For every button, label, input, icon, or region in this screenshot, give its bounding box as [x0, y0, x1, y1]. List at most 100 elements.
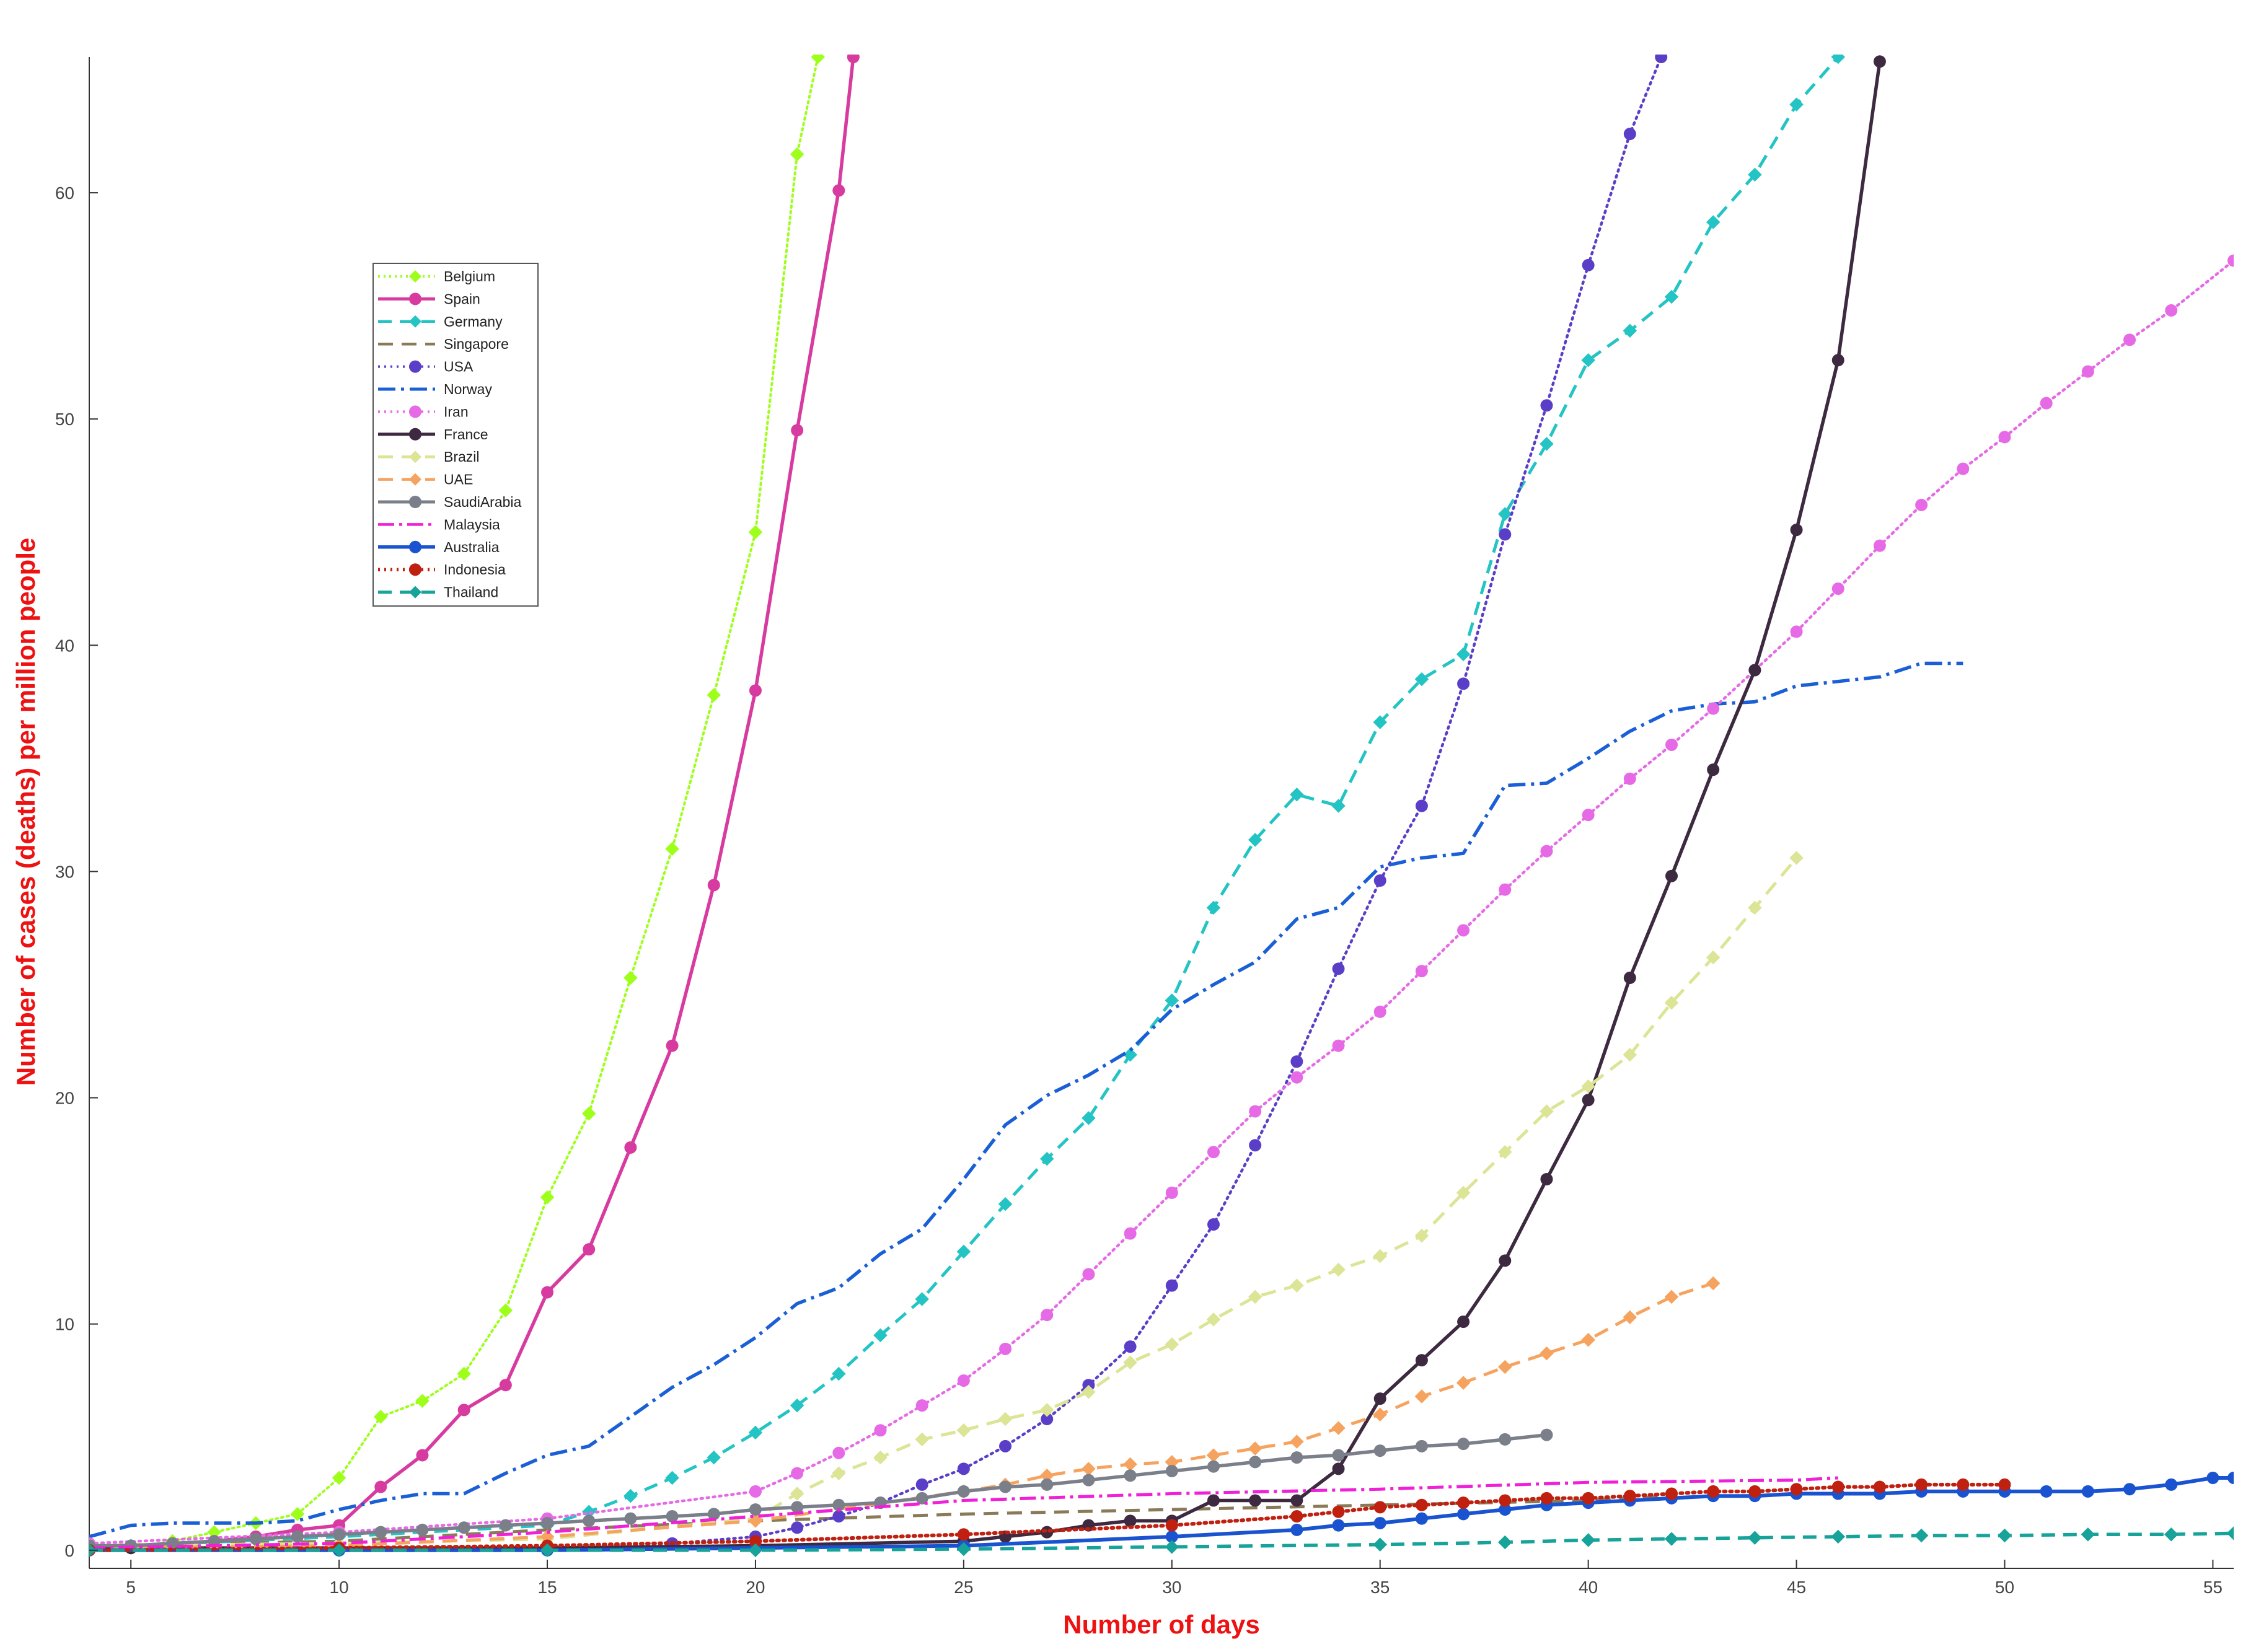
y-tick-label: 40 [55, 636, 74, 655]
data-point-france [1207, 1494, 1220, 1507]
series-france [89, 55, 1886, 1555]
data-point-brazil [1248, 1290, 1262, 1304]
series-singapore [89, 1494, 1672, 1547]
data-point-iran [1082, 1268, 1095, 1281]
legend: Belgium Spain Germany Singapore USA Norway Ira… [372, 263, 539, 607]
data-point-germany [1331, 799, 1346, 813]
legend-item-saudiarabia: SaudiArabia [378, 494, 522, 510]
data-point-belgium [707, 688, 721, 702]
data-point-saudiarabia [1249, 1456, 1262, 1469]
data-point-iran [791, 1467, 804, 1480]
data-point-germany [1664, 289, 1679, 304]
data-point-germany [873, 1328, 888, 1343]
data-point-iran [832, 1446, 845, 1459]
data-point-france [1540, 1172, 1553, 1185]
data-point-iran [1790, 625, 1803, 638]
x-tick-label: 50 [1995, 1578, 2014, 1597]
data-point-france [1457, 1316, 1470, 1329]
x-axis-title: Number of days [1063, 1610, 1259, 1639]
data-point-iran [874, 1424, 887, 1437]
data-point-uae [1540, 1346, 1554, 1361]
legend-item-thailand: Thailand [378, 584, 498, 600]
data-point-saudiarabia [999, 1480, 1012, 1493]
data-point-france [1707, 763, 1720, 776]
data-point-indonesia [1623, 1490, 1636, 1503]
x-tick-label: 10 [330, 1578, 349, 1597]
x-tick-label: 45 [1787, 1578, 1806, 1597]
data-point-iran [1415, 965, 1428, 978]
data-point-germany [1748, 167, 1762, 182]
x-ticks: 5 10 15 20 25 30 35 40 45 50 55 [126, 1560, 2223, 1597]
data-point-brazil [873, 1450, 888, 1465]
data-point-saudiarabia [499, 1519, 512, 1532]
data-point-germany [1581, 353, 1595, 367]
legend-item-brazil: Brazil [378, 449, 480, 465]
data-point-spain [541, 1286, 554, 1299]
series-line-uae [89, 1281, 1714, 1550]
data-point-usa [1457, 677, 1470, 690]
data-point-france [1748, 664, 1761, 677]
data-point-france [1582, 1094, 1595, 1107]
data-point-germany [1414, 672, 1429, 687]
data-point-saudiarabia [957, 1485, 970, 1498]
data-point-australia [1165, 1530, 1178, 1543]
data-point-brazil [1456, 1185, 1471, 1200]
data-point-indonesia [1540, 1492, 1553, 1505]
series-thailand [89, 1526, 2234, 1558]
data-point-france [1290, 1494, 1303, 1507]
data-point-usa [1041, 1413, 1054, 1426]
data-point-belgium [748, 525, 763, 540]
series-line-indonesia [89, 1482, 2007, 1552]
data-point-iran [1041, 1309, 1054, 1322]
data-point-belgium [498, 1303, 513, 1318]
data-point-france [1665, 869, 1678, 882]
data-point-spain [583, 1243, 596, 1256]
data-point-iran [1582, 809, 1595, 822]
legend-marker-france [409, 428, 421, 441]
data-point-iran [2123, 333, 2136, 346]
data-point-australia [1457, 1508, 1470, 1521]
data-point-belgium [374, 1410, 388, 1424]
data-point-spain [749, 684, 762, 697]
data-point-saudiarabia [666, 1510, 679, 1523]
data-point-iran [2081, 365, 2094, 378]
data-point-saudiarabia [1207, 1460, 1220, 1473]
data-point-uae [1623, 1310, 1637, 1324]
data-point-brazil [1623, 1047, 1637, 1062]
data-point-brazil [998, 1412, 1013, 1426]
data-point-indonesia [1790, 1483, 1803, 1496]
data-point-indonesia [1831, 1480, 1844, 1493]
data-point-saudiarabia [249, 1532, 262, 1545]
data-point-brazil [1581, 1079, 1595, 1094]
legend-item-iran: Iran [378, 403, 469, 420]
data-point-germany [1789, 97, 1804, 112]
data-point-brazil [1039, 1403, 1054, 1417]
data-point-thailand [1914, 1528, 1929, 1543]
data-point-brazil [956, 1423, 971, 1438]
data-point-belgium [207, 1525, 221, 1539]
data-point-australia [1332, 1519, 1345, 1532]
legend-item-uae: UAE [378, 472, 473, 488]
series-line-brazil [89, 856, 1798, 1547]
data-point-brazil [1206, 1312, 1221, 1327]
y-axis-title: Number of cases (deaths) per million peo… [11, 538, 40, 1086]
data-point-thailand [1748, 1531, 1762, 1545]
legend-label-usa: USA [444, 359, 474, 375]
legend-label-singapore: Singapore [444, 336, 509, 352]
data-point-brazil [790, 1487, 804, 1501]
data-point-belgium [415, 1394, 430, 1408]
data-point-indonesia [749, 1535, 762, 1548]
data-point-thailand [748, 1543, 763, 1558]
data-point-thailand [332, 1543, 346, 1558]
data-point-iran [1499, 883, 1512, 896]
data-point-iran [1290, 1071, 1303, 1084]
data-point-brazil [1331, 1262, 1346, 1277]
data-point-usa [999, 1439, 1012, 1452]
data-point-saudiarabia [1290, 1451, 1303, 1464]
data-point-brazil [1706, 950, 1721, 965]
data-point-germany [1831, 55, 1845, 64]
data-point-indonesia [1915, 1478, 1928, 1491]
data-point-iran [1207, 1146, 1220, 1159]
data-point-indonesia [1415, 1498, 1428, 1511]
legend-label-norway: Norway [444, 381, 492, 397]
